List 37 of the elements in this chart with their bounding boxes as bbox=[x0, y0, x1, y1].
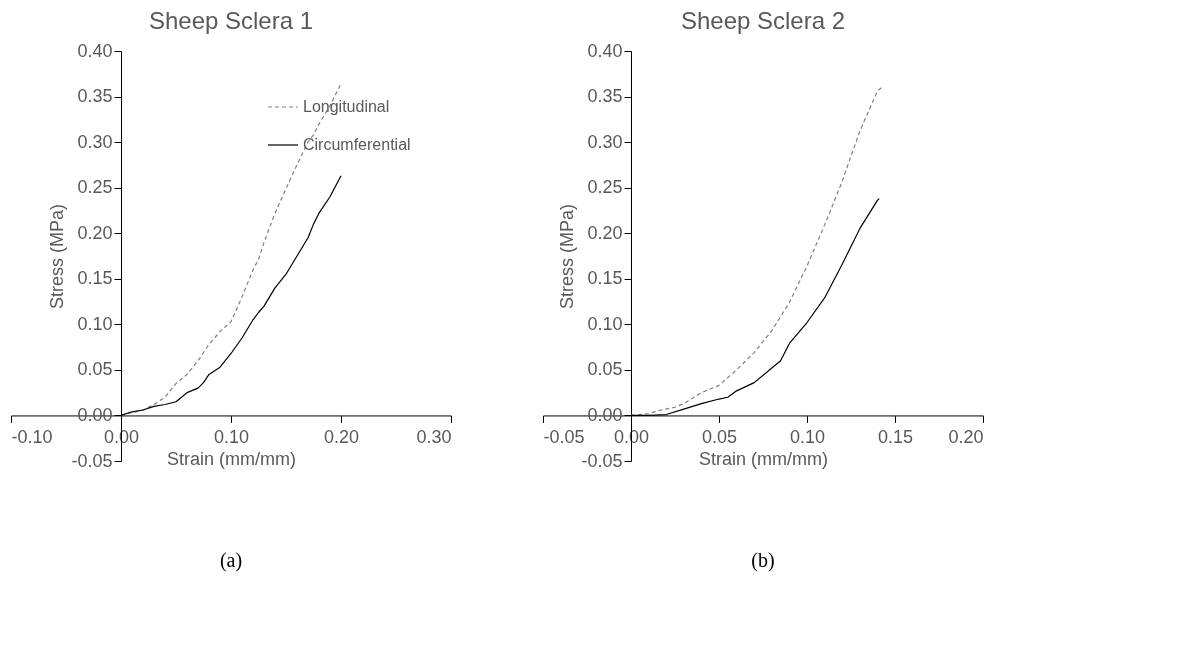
text: (b) bbox=[751, 549, 775, 572]
y-tick-label: 0.10 bbox=[77, 313, 113, 334]
x-tick-label: 0.10 bbox=[213, 426, 250, 447]
y-tick-label: 0.25 bbox=[77, 177, 113, 198]
y-axis-title: Stress (MPa) bbox=[47, 203, 68, 310]
y-tick-label: 0.40 bbox=[587, 40, 623, 61]
legend-label: Longitudinal bbox=[303, 98, 390, 115]
y-tick-label: 0.05 bbox=[77, 359, 113, 380]
chart-title: Sheep Sclera 1 bbox=[148, 7, 314, 34]
x-tick-label: 0.30 bbox=[416, 426, 452, 447]
y-tick-label: 0.35 bbox=[77, 86, 113, 107]
x-tick-label: 0.05 bbox=[701, 426, 738, 447]
x-axis-title: Strain (mm/mm) bbox=[167, 448, 296, 469]
text: (a) bbox=[219, 549, 243, 572]
y-tick-label: 0.30 bbox=[587, 131, 623, 152]
y-tick-label: 0.25 bbox=[587, 177, 623, 198]
y-tick-label: -0.05 bbox=[71, 450, 113, 471]
x-tick-label: -0.05 bbox=[543, 426, 585, 447]
y-tick-label: 0.35 bbox=[587, 86, 623, 107]
legend-label: Circumferential bbox=[303, 136, 411, 153]
y-tick-label: 0.05 bbox=[587, 359, 623, 380]
x-tick-label: 0.20 bbox=[948, 426, 984, 447]
y-tick-label: 0.40 bbox=[77, 40, 113, 61]
y-tick-label: 0.15 bbox=[77, 268, 113, 289]
y-tick-label: 0.10 bbox=[587, 313, 623, 334]
chart-title: Sheep Sclera 2 bbox=[680, 7, 846, 34]
y-tick-label: 0.15 bbox=[587, 268, 623, 289]
x-tick-label: -0.10 bbox=[11, 426, 53, 447]
y-tick-label: -0.05 bbox=[581, 450, 623, 471]
y-tick-label: 0.30 bbox=[77, 131, 113, 152]
y-axis-title: Stress (MPa) bbox=[557, 203, 578, 310]
y-tick-label: 0.20 bbox=[77, 222, 113, 243]
y-tick-label: 0.20 bbox=[587, 222, 623, 243]
x-tick-label: 0.20 bbox=[323, 426, 360, 447]
x-tick-label: 0.15 bbox=[877, 426, 914, 447]
x-axis-title: Strain (mm/mm) bbox=[699, 448, 828, 469]
x-tick-label: 0.10 bbox=[789, 426, 826, 447]
